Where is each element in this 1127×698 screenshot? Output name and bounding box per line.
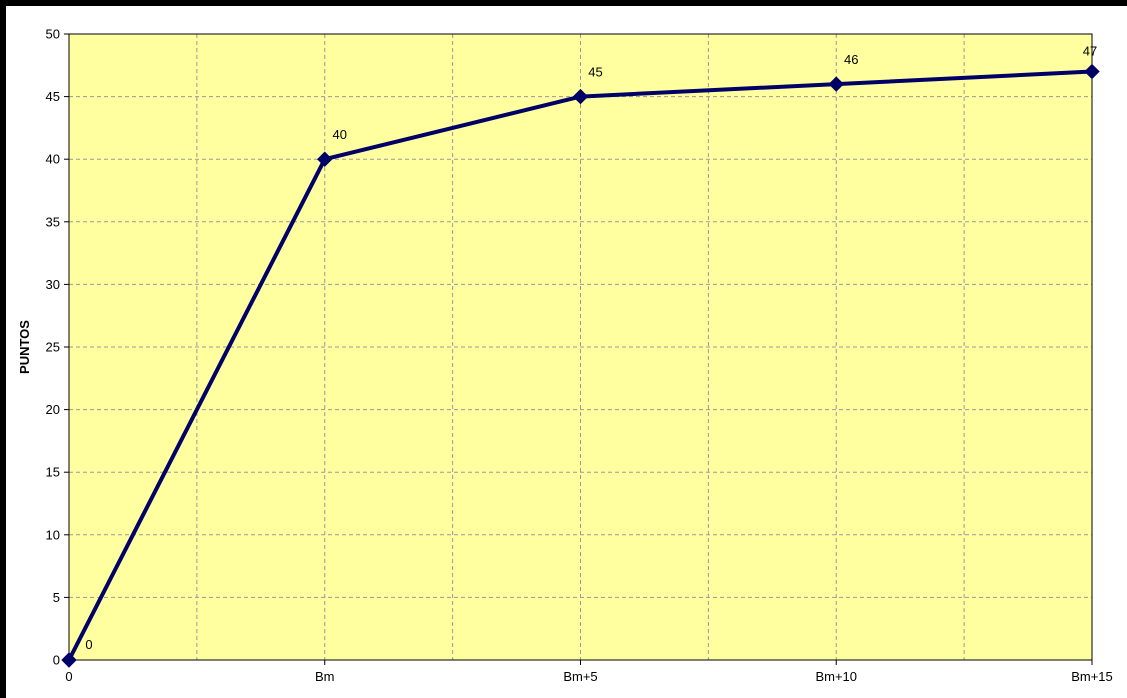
tick-labels: 0 5 10 15 20 25 30 35 40 45 50 0 Bm Bm+5 Bm+10 Bm+15 [46, 27, 1113, 685]
y-tick-label: 25 [46, 340, 60, 355]
data-label: 0 [85, 637, 92, 652]
data-labels: 0 40 45 46 47 [85, 44, 1097, 652]
y-axis-title: PUNTOS [17, 320, 32, 374]
y-tick-label: 50 [46, 27, 60, 42]
data-point-marker [61, 652, 77, 668]
axes [64, 33, 1093, 665]
x-tick-label: 0 [65, 669, 72, 684]
y-tick-label: 30 [46, 277, 60, 292]
data-point-marker [317, 151, 333, 167]
data-label: 40 [333, 127, 347, 142]
data-point-marker [1084, 63, 1100, 80]
y-tick-label: 15 [46, 465, 60, 480]
x-tick-label: Bm+5 [563, 669, 597, 684]
x-tick-label: Bm+15 [1071, 669, 1113, 684]
x-tick-label: Bm+10 [815, 669, 857, 684]
y-tick-label: 5 [53, 590, 60, 605]
y-tick-label: 35 [46, 214, 60, 229]
y-tick-label: 20 [46, 402, 60, 417]
y-tick-label: 10 [46, 527, 60, 542]
y-tick-label: 0 [53, 653, 60, 668]
data-markers [61, 63, 1100, 668]
x-tick-label: Bm [315, 669, 335, 684]
data-label: 47 [1083, 44, 1097, 59]
y-tick-label: 40 [46, 152, 60, 167]
y-tick-label: 45 [46, 89, 60, 104]
plot-border [68, 33, 1093, 661]
data-point-marker [828, 76, 844, 92]
data-label: 45 [588, 65, 602, 80]
data-label: 46 [844, 52, 858, 67]
data-point-marker [572, 88, 589, 105]
